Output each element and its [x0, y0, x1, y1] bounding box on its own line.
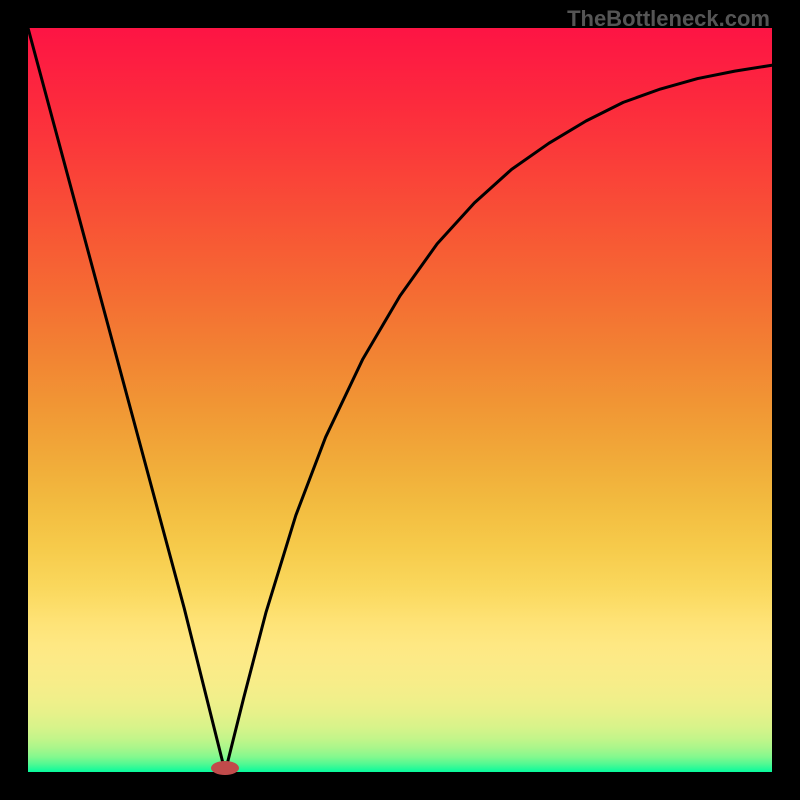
bottleneck-curve [28, 28, 772, 771]
chart-plot-area [28, 28, 772, 772]
watermark-text: TheBottleneck.com [567, 6, 770, 32]
chart-curve-layer [28, 28, 772, 772]
chart-frame [0, 0, 800, 800]
minimum-marker [211, 761, 239, 775]
